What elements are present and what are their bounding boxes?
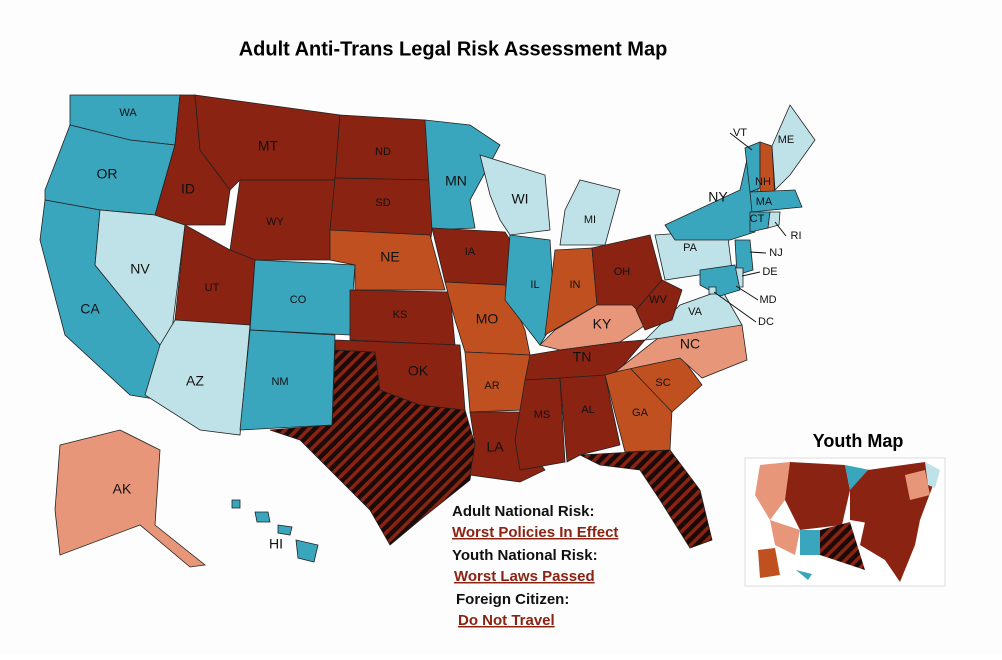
inset-region xyxy=(758,548,780,578)
state-label: HI xyxy=(269,536,283,552)
state-label: IA xyxy=(465,246,476,258)
state-labels: WA OR CA NV ID MT WY UT AZ CO NM ND SD NE KS OK MN IA MO AR… xyxy=(80,107,801,552)
state-label: CO xyxy=(290,294,307,306)
state-label: KY xyxy=(593,316,612,332)
state-label: VA xyxy=(688,306,703,318)
state-shape xyxy=(229,179,336,261)
inset-region xyxy=(820,522,865,570)
state-label: MO xyxy=(476,311,499,327)
state-label: ND xyxy=(375,146,391,158)
state-label: AL xyxy=(581,404,594,416)
state-label: DE xyxy=(762,266,777,278)
state-label: MN xyxy=(445,173,467,189)
state-label: WY xyxy=(266,216,284,228)
state-shape xyxy=(239,329,336,431)
state-shape xyxy=(749,189,803,213)
state-label: NJ xyxy=(769,247,782,259)
state-label: VT xyxy=(733,127,747,139)
state-label: ME xyxy=(778,134,795,146)
leader-line xyxy=(774,221,787,237)
state-florida xyxy=(578,449,713,549)
state-label: ID xyxy=(181,181,195,197)
inset-region xyxy=(796,570,812,580)
state-label: DC xyxy=(758,316,774,328)
leader-line xyxy=(713,291,757,323)
state-shape xyxy=(231,499,319,563)
leader-line xyxy=(749,251,767,254)
state-shape xyxy=(514,377,566,471)
state-label: LA xyxy=(486,439,504,455)
state-label: MI xyxy=(584,214,596,226)
state-label: NC xyxy=(680,336,700,352)
inset-region xyxy=(925,462,940,488)
state-shape xyxy=(734,239,754,276)
state-label: OR xyxy=(97,166,118,182)
state-label: CA xyxy=(80,301,100,317)
state-shape xyxy=(635,279,683,331)
legend-value: Worst Policies In Effect xyxy=(452,524,618,541)
state-shape xyxy=(424,119,501,231)
state-label: WI xyxy=(511,191,528,207)
leader-line xyxy=(729,132,753,151)
leader-line xyxy=(735,285,759,301)
legend-heading: Foreign Citizen: xyxy=(456,591,569,608)
inset-region xyxy=(860,520,920,582)
inset-region xyxy=(800,530,820,555)
state-label: OK xyxy=(408,363,429,379)
legend-value: Worst Laws Passed xyxy=(454,568,595,585)
state-label: MA xyxy=(756,196,773,208)
state-label: NY xyxy=(708,189,728,205)
state-label: UT xyxy=(205,282,220,294)
states xyxy=(39,94,816,568)
state-label: MD xyxy=(759,294,776,306)
state-label: NV xyxy=(130,261,150,277)
state-label: WV xyxy=(649,294,667,306)
state-label: PA xyxy=(683,242,698,254)
state-label: AR xyxy=(484,380,499,392)
state-label: MS xyxy=(534,409,551,421)
state-label: SD xyxy=(375,197,390,209)
inset-region xyxy=(785,462,850,530)
state-label: CT xyxy=(750,213,765,225)
state-label: OH xyxy=(614,266,631,278)
legend-heading: Youth National Risk: xyxy=(452,547,598,564)
inset-title: Youth Map xyxy=(813,431,904,451)
state-label: RI xyxy=(791,230,802,242)
state-label: TN xyxy=(573,349,592,365)
state-shape xyxy=(559,374,621,463)
state-label: IN xyxy=(570,279,581,291)
state-shape xyxy=(771,104,816,191)
inset-region xyxy=(905,470,930,500)
state-label: GA xyxy=(632,407,649,419)
state-label: IL xyxy=(530,279,539,291)
state-label: WA xyxy=(119,107,137,119)
state-label: SC xyxy=(655,377,670,389)
state-label: NE xyxy=(380,249,399,265)
state-shape xyxy=(334,339,466,411)
legend: Adult National Risk: Worst Policies In Ef… xyxy=(452,503,618,629)
state-shape xyxy=(559,179,621,246)
state-label: NH xyxy=(755,176,771,188)
map-title: Adult Anti-Trans Legal Risk Assessment M… xyxy=(239,38,668,60)
legend-heading: Adult National Risk: xyxy=(452,503,595,520)
inset-region xyxy=(770,520,800,555)
state-label: MT xyxy=(258,138,279,154)
state-label: AZ xyxy=(186,373,204,389)
legend-value: Do Not Travel xyxy=(458,612,555,629)
state-shape xyxy=(54,429,206,568)
state-label: AK xyxy=(113,481,132,497)
state-label: KS xyxy=(393,309,408,321)
leader-line xyxy=(741,271,761,277)
youth-map: Youth Map xyxy=(744,431,946,587)
state-label: NM xyxy=(271,376,288,388)
